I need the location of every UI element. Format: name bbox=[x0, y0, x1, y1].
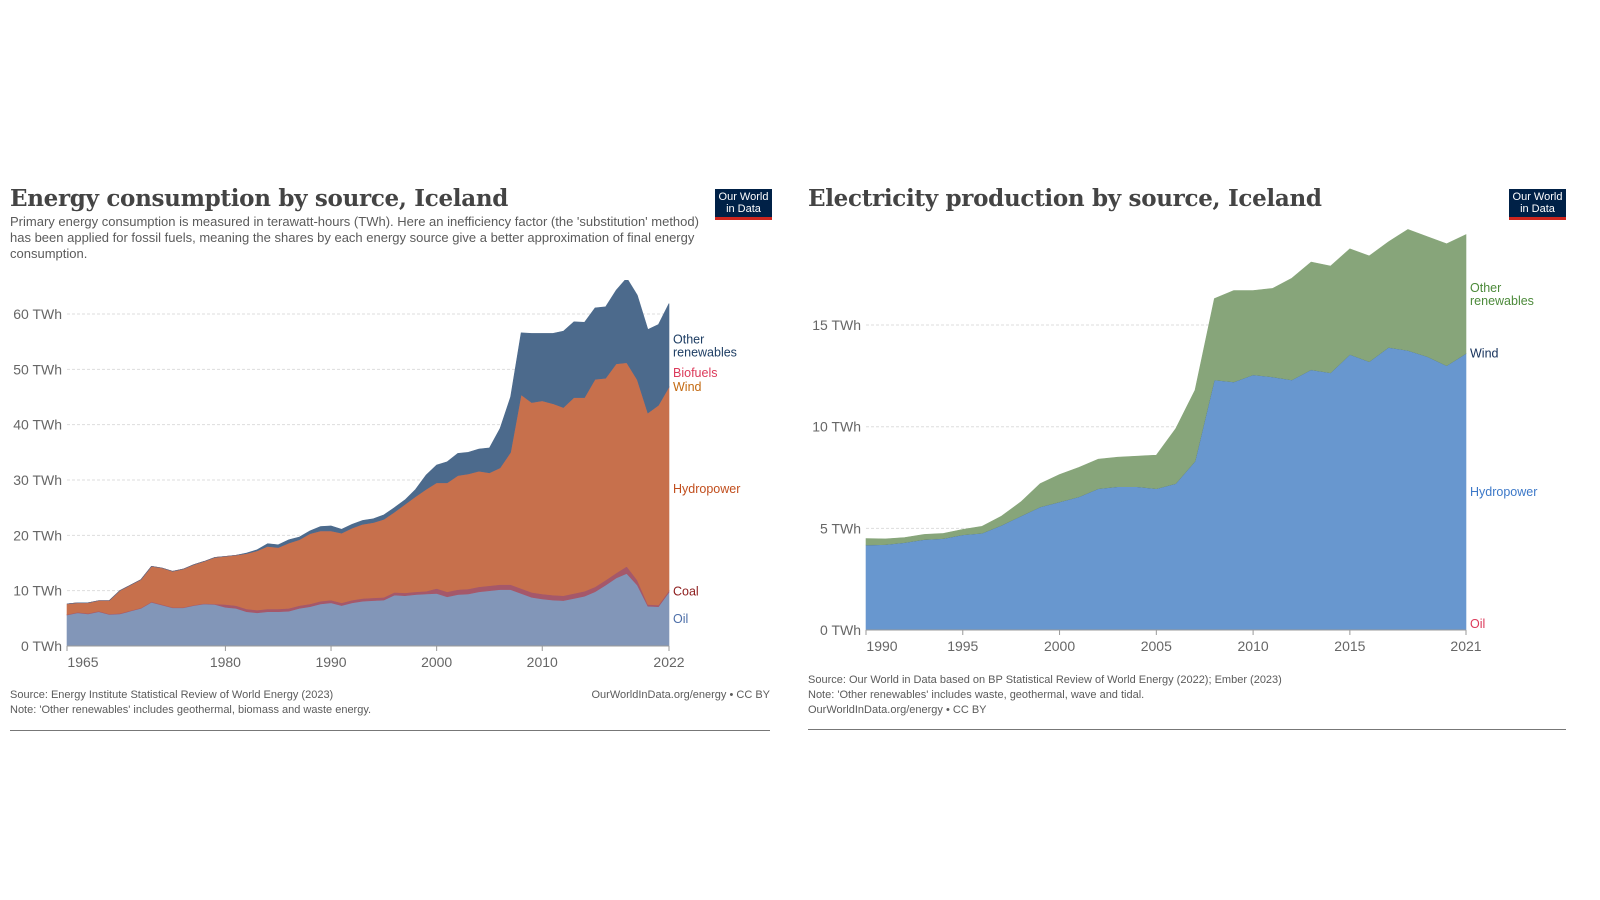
y-tick-label: 5 TWh bbox=[820, 520, 861, 536]
source-text: Source: Energy Institute Statistical Rev… bbox=[10, 689, 334, 701]
y-tick-label: 20 TWh bbox=[13, 527, 62, 543]
series-label: Hydropower bbox=[1470, 485, 1537, 499]
electricity-production-panel: Electricity production by source, Icelan… bbox=[808, 185, 1566, 220]
x-tick-label: 1965 bbox=[67, 654, 98, 670]
series-label: Oil bbox=[1470, 617, 1485, 631]
owid-logo[interactable]: Our World in Data bbox=[715, 189, 772, 220]
series-label: Other bbox=[1470, 281, 1501, 295]
source-text: Source: Our World in Data based on BP St… bbox=[808, 674, 1282, 686]
series-label: renewables bbox=[1470, 294, 1534, 308]
area-hydropower bbox=[66, 362, 670, 615]
x-tick-label: 1980 bbox=[210, 654, 241, 670]
x-tick-label: 1995 bbox=[947, 638, 978, 654]
x-tick-label: 1990 bbox=[866, 638, 897, 654]
area-hydropower bbox=[865, 347, 1467, 631]
series-label: Oil bbox=[673, 612, 688, 626]
chart-subtitle: Primary energy consumption is measured i… bbox=[10, 214, 699, 261]
series-label: renewables bbox=[673, 345, 737, 359]
x-tick-label: 1990 bbox=[315, 654, 346, 670]
chart-title: Electricity production by source, Icelan… bbox=[808, 185, 1322, 212]
x-tick-label: 2005 bbox=[1141, 638, 1172, 654]
series-label: Biofuels bbox=[673, 366, 717, 380]
series-label: Hydropower bbox=[673, 482, 740, 496]
energy-consumption-chart: 0 TWh 10 TWh 20 TWh 30 TWh 40 TWh 50 TWh 60 TW… bbox=[13, 280, 740, 670]
note-text: Note: 'Other renewables' includes waste,… bbox=[808, 689, 1145, 701]
y-tick-label: 10 TWh bbox=[13, 583, 62, 599]
divider bbox=[808, 729, 1566, 730]
energy-consumption-panel: Energy consumption by source, Iceland Pr… bbox=[10, 185, 772, 262]
series-label: Other bbox=[673, 332, 704, 346]
credit-link[interactable]: OurWorldInData.org/energy • CC BY bbox=[591, 689, 771, 701]
y-tick-label: 0 TWh bbox=[820, 622, 861, 638]
right-footer: Source: Our World in Data based on BP St… bbox=[808, 673, 1566, 718]
left-footer: Source: Energy Institute Statistical Rev… bbox=[10, 688, 770, 718]
series-label: Wind bbox=[1470, 347, 1499, 361]
x-tick-label: 2015 bbox=[1334, 638, 1365, 654]
series-label: Wind bbox=[673, 380, 702, 394]
x-tick-label: 2010 bbox=[1238, 638, 1269, 654]
x-tick-label: 2022 bbox=[653, 654, 684, 670]
divider bbox=[10, 730, 770, 731]
x-tick-label: 2010 bbox=[527, 654, 558, 670]
credit-link[interactable]: OurWorldInData.org/energy • CC BY bbox=[808, 704, 987, 716]
electricity-production-chart: 0 TWh 5 TWh 10 TWh 15 TWh 1990 1995 2000 2005 20… bbox=[812, 229, 1537, 654]
area-other-renewables bbox=[865, 229, 1467, 546]
y-tick-label: 40 TWh bbox=[13, 417, 62, 433]
y-tick-label: 15 TWh bbox=[812, 317, 861, 333]
y-tick-label: 60 TWh bbox=[13, 306, 62, 322]
area-other-renewables bbox=[66, 280, 670, 605]
x-tick-label: 2000 bbox=[421, 654, 452, 670]
x-tick-label: 2021 bbox=[1450, 638, 1481, 654]
x-tick-label: 2000 bbox=[1044, 638, 1075, 654]
chart-title: Energy consumption by source, Iceland bbox=[10, 185, 509, 212]
y-tick-label: 0 TWh bbox=[21, 638, 62, 654]
owid-logo[interactable]: Our World in Data bbox=[1509, 189, 1566, 220]
series-label: Coal bbox=[673, 584, 699, 598]
y-tick-label: 50 TWh bbox=[13, 361, 62, 377]
y-tick-label: 10 TWh bbox=[812, 419, 861, 435]
note-text: Note: 'Other renewables' includes geothe… bbox=[10, 704, 372, 716]
y-tick-label: 30 TWh bbox=[13, 472, 62, 488]
